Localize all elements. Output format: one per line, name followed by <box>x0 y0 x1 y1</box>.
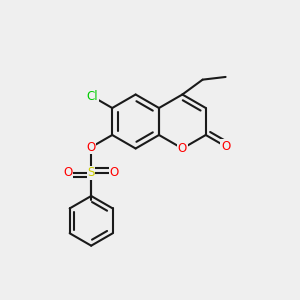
Text: O: O <box>221 140 230 153</box>
Text: Cl: Cl <box>86 90 98 103</box>
Text: O: O <box>110 166 119 179</box>
Text: O: O <box>64 166 73 179</box>
Text: S: S <box>88 166 95 179</box>
Text: O: O <box>178 142 187 155</box>
Text: O: O <box>87 141 96 154</box>
